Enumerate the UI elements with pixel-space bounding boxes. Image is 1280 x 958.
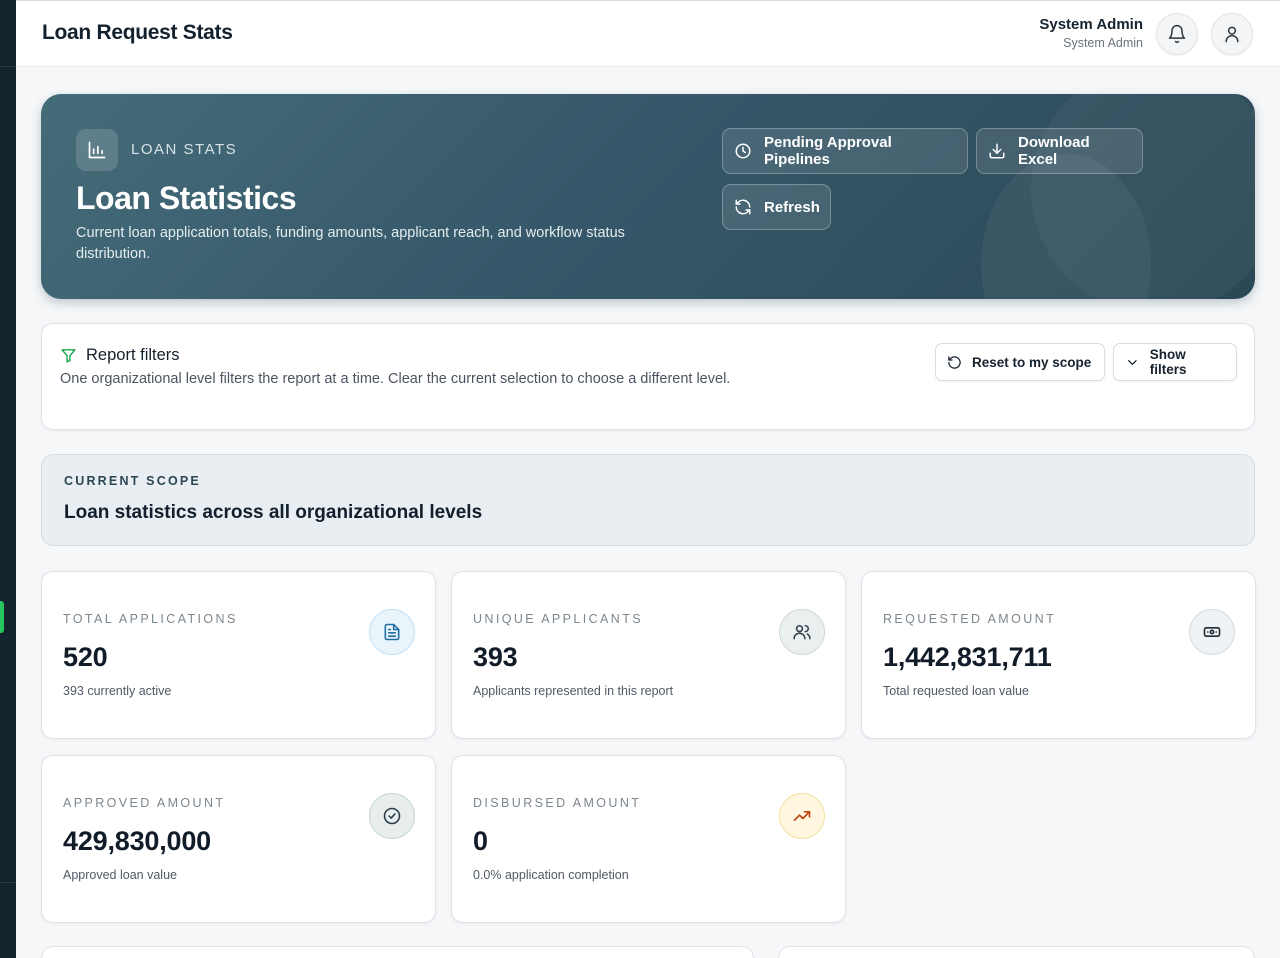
user-icon bbox=[1225, 26, 1239, 43]
report-filters-description: One organizational level filters the rep… bbox=[60, 371, 731, 387]
sidebar-divider bbox=[0, 66, 16, 67]
top-bar: Loan Request Stats System Admin System A… bbox=[16, 0, 1280, 67]
stat-label: UNIQUE APPLICANTS bbox=[473, 612, 643, 626]
report-filters-header: Report filters bbox=[60, 346, 180, 365]
notifications-button[interactable] bbox=[1156, 13, 1198, 55]
sidebar-active-indicator bbox=[0, 601, 4, 633]
stat-subtext: Approved loan value bbox=[63, 868, 177, 882]
show-filters-button[interactable]: Show filters bbox=[1113, 343, 1237, 381]
hero-banner: LOAN STATS Loan Statistics Current loan … bbox=[41, 94, 1255, 299]
report-filters-title: Report filters bbox=[86, 346, 180, 364]
hero-eyebrow: LOAN STATS bbox=[131, 141, 238, 158]
stat-card-disbursed-amount: DISBURSED AMOUNT 0 0.0% application comp… bbox=[451, 755, 846, 923]
banknote-icon bbox=[1189, 609, 1235, 655]
stat-value: 0 bbox=[473, 826, 488, 856]
stat-label: APPROVED AMOUNT bbox=[63, 796, 226, 810]
page-title: Loan Request Stats bbox=[42, 21, 233, 44]
show-filters-label: Show filters bbox=[1149, 347, 1187, 377]
stat-card-unique-applicants: UNIQUE APPLICANTS 393 Applicants represe… bbox=[451, 571, 846, 739]
users-icon bbox=[779, 609, 825, 655]
stat-card-requested-amount: REQUESTED AMOUNT 1,442,831,711 Total req… bbox=[861, 571, 1256, 739]
panel-card bbox=[41, 946, 754, 958]
current-scope-text: Loan statistics across all organizationa… bbox=[64, 502, 483, 523]
refresh-label: Refresh bbox=[764, 198, 820, 216]
panel-card bbox=[778, 946, 1255, 958]
hero-title: Loan Statistics bbox=[76, 180, 297, 216]
chevron-down-icon bbox=[1128, 359, 1137, 365]
user-info[interactable]: System Admin System Admin bbox=[1039, 16, 1143, 50]
download-excel-button[interactable]: Download Excel bbox=[976, 128, 1143, 174]
check-circle-icon bbox=[369, 793, 415, 839]
stat-label: DISBURSED AMOUNT bbox=[473, 796, 642, 810]
reset-to-my-scope-button[interactable]: Reset to my scope bbox=[935, 343, 1105, 381]
refresh-button[interactable]: Refresh bbox=[722, 184, 831, 230]
stat-value: 429,830,000 bbox=[63, 826, 211, 856]
reset-to-my-scope-label: Reset to my scope bbox=[972, 354, 1092, 370]
stat-value: 1,442,831,711 bbox=[883, 642, 1052, 672]
hero-description: Current loan application totals, funding… bbox=[76, 225, 625, 262]
stat-value: 393 bbox=[473, 642, 518, 672]
stat-label: TOTAL APPLICATIONS bbox=[63, 612, 238, 626]
document-icon bbox=[369, 609, 415, 655]
stat-card-approved-amount: APPROVED AMOUNT 429,830,000 Approved loa… bbox=[41, 755, 436, 923]
hero-decoration bbox=[1031, 94, 1255, 299]
filter-icon bbox=[61, 349, 76, 363]
stat-value: 520 bbox=[63, 642, 108, 672]
download-icon bbox=[989, 143, 1005, 159]
stat-label: REQUESTED AMOUNT bbox=[883, 612, 1057, 626]
refresh-icon bbox=[735, 199, 751, 215]
reset-icon bbox=[948, 355, 961, 369]
user-name: System Admin bbox=[1039, 16, 1143, 33]
sidebar bbox=[0, 0, 16, 958]
pending-approval-pipelines-label: Pending Approval Pipelines bbox=[764, 134, 892, 168]
profile-button[interactable] bbox=[1211, 13, 1253, 55]
clock-icon bbox=[735, 143, 751, 159]
bell-icon bbox=[1168, 24, 1186, 44]
pending-approval-pipelines-button[interactable]: Pending Approval Pipelines bbox=[722, 128, 968, 174]
download-excel-label: Download Excel bbox=[1018, 134, 1090, 168]
sidebar-divider bbox=[0, 882, 16, 883]
trending-up-icon bbox=[779, 793, 825, 839]
stat-card-total-applications: TOTAL APPLICATIONS 520 393 currently act… bbox=[41, 571, 436, 739]
stat-subtext: Total requested loan value bbox=[883, 684, 1029, 698]
user-role: System Admin bbox=[1063, 36, 1143, 50]
stat-subtext: 393 currently active bbox=[63, 684, 172, 698]
current-scope-card: CURRENT SCOPE Loan statistics across all… bbox=[41, 454, 1255, 546]
bar-chart-icon bbox=[76, 129, 118, 171]
stat-subtext: 0.0% application completion bbox=[473, 868, 629, 882]
report-filters-card: Report filters One organizational level … bbox=[41, 323, 1255, 430]
current-scope-eyebrow: CURRENT SCOPE bbox=[64, 474, 201, 488]
stat-subtext: Applicants represented in this report bbox=[473, 684, 674, 698]
